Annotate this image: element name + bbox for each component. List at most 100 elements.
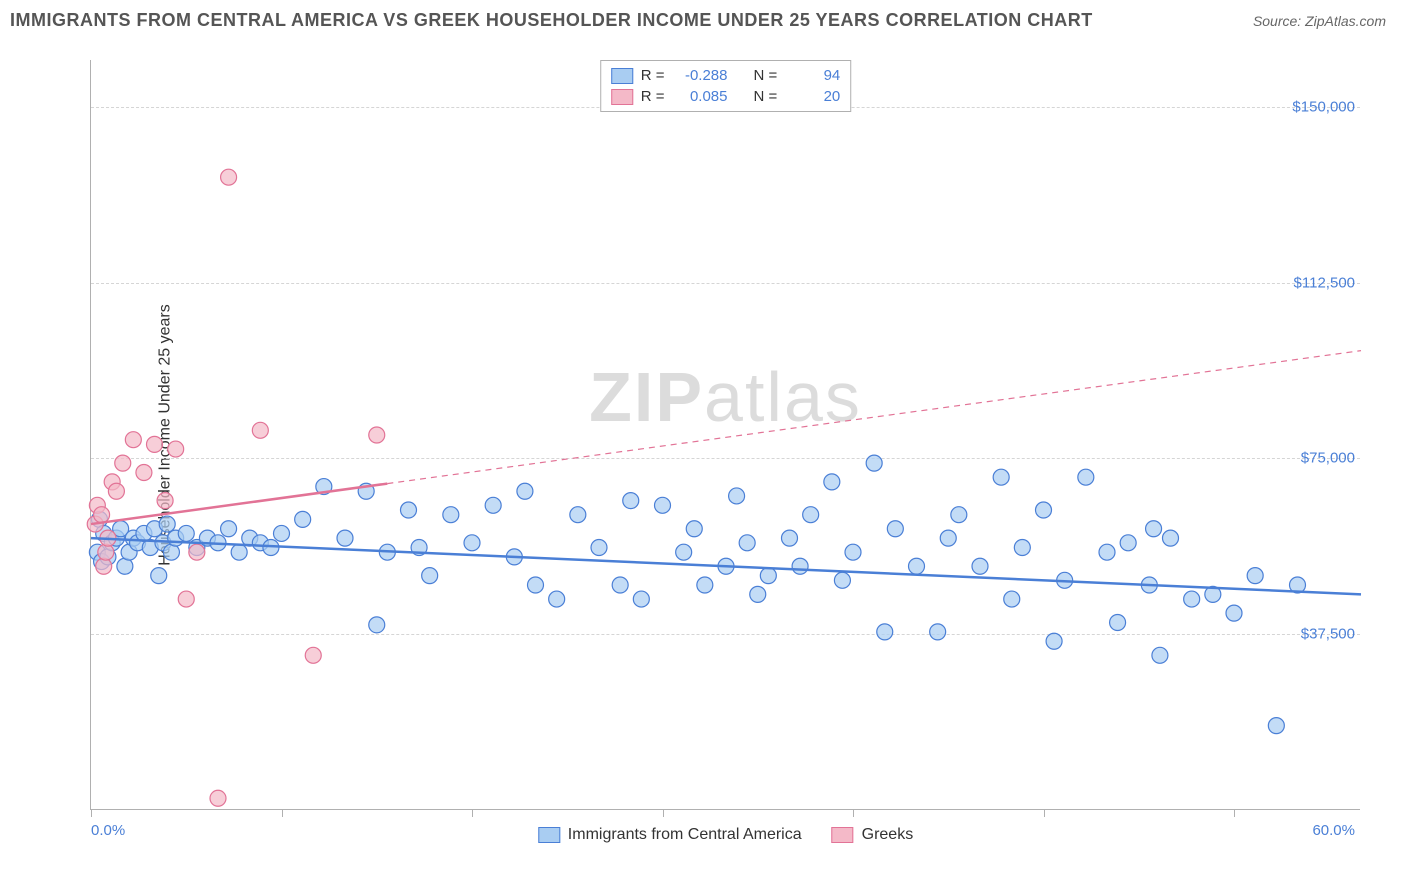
y-tick-label: $75,000 xyxy=(1301,450,1355,467)
r-value: 0.085 xyxy=(673,88,728,105)
data-point xyxy=(252,422,268,438)
data-point xyxy=(697,577,713,593)
data-point xyxy=(147,436,163,452)
source-attribution: Source: ZipAtlas.com xyxy=(1253,13,1386,29)
data-point xyxy=(549,591,565,607)
r-value: -0.288 xyxy=(673,67,728,84)
data-point xyxy=(369,617,385,633)
data-point xyxy=(151,568,167,584)
data-point xyxy=(930,624,946,640)
x-tick xyxy=(1044,809,1045,817)
series-legend: Immigrants from Central America Greeks xyxy=(538,826,913,844)
data-point xyxy=(464,535,480,551)
data-point xyxy=(136,465,152,481)
data-point xyxy=(729,488,745,504)
data-point xyxy=(108,483,124,499)
data-point xyxy=(1004,591,1020,607)
legend-swatch xyxy=(832,827,854,843)
x-tick xyxy=(1234,809,1235,817)
legend-label: Immigrants from Central America xyxy=(568,826,802,844)
data-point xyxy=(369,427,385,443)
legend-swatch xyxy=(611,68,633,84)
data-point xyxy=(676,544,692,560)
data-point xyxy=(993,469,1009,485)
data-point xyxy=(824,474,840,490)
data-point xyxy=(1036,502,1052,518)
data-point xyxy=(98,544,114,560)
data-point xyxy=(1226,605,1242,621)
data-point xyxy=(1247,568,1263,584)
data-point xyxy=(168,441,184,457)
trend-line xyxy=(91,484,387,524)
data-point xyxy=(125,432,141,448)
n-value: 94 xyxy=(785,67,840,84)
data-point xyxy=(157,493,173,509)
data-point xyxy=(1146,521,1162,537)
legend-item: Immigrants from Central America xyxy=(538,826,802,844)
data-point xyxy=(517,483,533,499)
data-point xyxy=(178,525,194,541)
data-point xyxy=(159,516,175,532)
x-tick xyxy=(282,809,283,817)
data-point xyxy=(305,647,321,663)
n-value: 20 xyxy=(785,88,840,105)
data-point xyxy=(633,591,649,607)
r-label: R = xyxy=(641,88,665,105)
x-axis-min-label: 0.0% xyxy=(91,822,125,839)
data-point xyxy=(760,568,776,584)
data-point xyxy=(231,544,247,560)
data-point xyxy=(887,521,903,537)
data-point xyxy=(210,790,226,806)
data-point xyxy=(877,624,893,640)
legend-swatch xyxy=(611,89,633,105)
data-point xyxy=(1120,535,1136,551)
scatter-plot-svg xyxy=(91,60,1360,809)
data-point xyxy=(866,455,882,471)
data-point xyxy=(909,558,925,574)
data-point xyxy=(1046,633,1062,649)
x-tick xyxy=(663,809,664,817)
data-point xyxy=(1099,544,1115,560)
data-point xyxy=(96,558,112,574)
y-tick-label: $112,500 xyxy=(1294,274,1355,291)
data-point xyxy=(221,521,237,537)
legend-stats-row: R = 0.085 N = 20 xyxy=(611,86,841,107)
data-point xyxy=(655,497,671,513)
data-point xyxy=(1152,647,1168,663)
data-point xyxy=(274,525,290,541)
data-point xyxy=(1014,540,1030,556)
data-point xyxy=(1078,469,1094,485)
n-label: N = xyxy=(754,67,778,84)
data-point xyxy=(1268,718,1284,734)
data-point xyxy=(591,540,607,556)
x-tick xyxy=(472,809,473,817)
data-point xyxy=(612,577,628,593)
data-point xyxy=(189,544,205,560)
plot-area: ZIPatlas R =-0.288N =94R =0.085N =20 $37… xyxy=(90,60,1360,810)
data-point xyxy=(94,507,110,523)
data-point xyxy=(834,572,850,588)
data-point xyxy=(570,507,586,523)
correlation-stats-legend: R = -0.288 N = 94 R = 0.085 N = 20 xyxy=(600,60,852,112)
chart-title: IMMIGRANTS FROM CENTRAL AMERICA VS GREEK… xyxy=(10,10,1093,31)
x-tick xyxy=(91,809,92,817)
data-point xyxy=(178,591,194,607)
data-point xyxy=(337,530,353,546)
data-point xyxy=(1163,530,1179,546)
data-point xyxy=(115,455,131,471)
data-point xyxy=(295,511,311,527)
y-tick-label: $37,500 xyxy=(1301,626,1355,643)
data-point xyxy=(803,507,819,523)
y-tick-label: $150,000 xyxy=(1292,98,1355,115)
chart-container: Householder Income Under 25 years ZIPatl… xyxy=(60,60,1360,810)
data-point xyxy=(1110,615,1126,631)
data-point xyxy=(951,507,967,523)
data-point xyxy=(221,169,237,185)
legend-item: Greeks xyxy=(832,826,914,844)
data-point xyxy=(528,577,544,593)
x-axis-max-label: 60.0% xyxy=(1312,822,1355,839)
data-point xyxy=(485,497,501,513)
data-point xyxy=(401,502,417,518)
x-tick xyxy=(853,809,854,817)
n-label: N = xyxy=(754,88,778,105)
